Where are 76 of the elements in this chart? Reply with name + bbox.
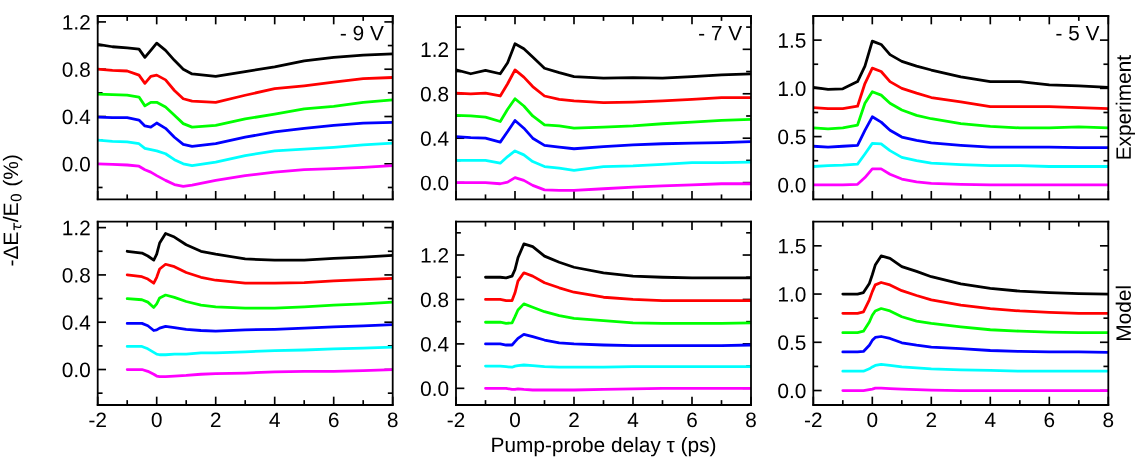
y-tick-label: 0.4 (420, 131, 449, 146)
annotation: - 7 V (699, 25, 743, 41)
line-series (97, 115, 393, 148)
x-tick-label: 2 (569, 412, 579, 428)
line-series (813, 167, 1109, 187)
line-series (97, 67, 393, 104)
x-tick-label: 0 (867, 412, 878, 428)
y-tick-label: 1.2 (63, 14, 90, 30)
line-series (484, 271, 751, 302)
x-tick-label: 0 (510, 412, 520, 428)
x-tick-label: 4 (984, 412, 996, 428)
y-tick-label: 0.0 (420, 381, 449, 397)
line-series (813, 141, 1109, 168)
y-tick-label: 0.4 (62, 315, 91, 330)
line-series (484, 333, 751, 347)
line-series (125, 293, 393, 310)
line-series (813, 115, 1109, 150)
line-series (841, 307, 1109, 335)
y-tick-label: 1.5 (778, 239, 806, 254)
y-tick-label: 1.5 (778, 33, 806, 48)
y-tick-label: 0.8 (62, 267, 90, 283)
y-tick-label: 0.0 (778, 177, 806, 193)
x-tick-label: -2 (89, 412, 106, 428)
x-tick-label: 6 (1044, 412, 1055, 428)
line-series (125, 345, 393, 357)
x-tick-label: 4 (269, 412, 280, 428)
y-tick-label: 0.0 (778, 383, 806, 399)
x-tick-label: 2 (926, 412, 937, 428)
x-tick-label: -2 (804, 412, 822, 428)
line-series (125, 322, 393, 333)
line-series (97, 92, 393, 129)
x-tick-label: 4 (627, 412, 639, 428)
line-series (125, 368, 393, 379)
line-series (456, 68, 751, 105)
y-tick-label: 0.8 (420, 86, 449, 102)
y-tick-label: 1.0 (778, 81, 806, 97)
line-series (97, 162, 393, 188)
y-axis-title: -ΔE$_{τ}$/E$_{0}$ (%) (2, 155, 23, 266)
y-tick-label: 0.0 (62, 156, 90, 172)
line-series (841, 335, 1109, 354)
line-series (841, 281, 1109, 315)
line-series (97, 138, 393, 167)
x-tick-label: 0 (151, 412, 162, 428)
x-tick-label: -2 (447, 412, 465, 428)
y2-axis-title: Experiment (1115, 55, 1135, 159)
line-series (841, 363, 1109, 373)
y-tick-label: 1.2 (421, 42, 449, 57)
y-tick-label: 1.2 (421, 248, 449, 263)
y-tick-label: 0.5 (778, 129, 806, 145)
x-tick-label: 8 (387, 412, 398, 428)
line-series (813, 66, 1109, 110)
line-series (456, 149, 751, 172)
line-series (125, 262, 393, 285)
y-tick-label: 0.0 (62, 362, 90, 378)
line-series (456, 176, 751, 192)
line-series (456, 119, 751, 151)
y-tick-label: 1.2 (63, 220, 90, 236)
x-tick-label: 8 (746, 412, 756, 428)
y-tick-label: 0.4 (420, 336, 449, 352)
y-tick-label: 1.0 (778, 287, 806, 302)
y2-axis-title: Model (1115, 286, 1131, 341)
y-tick-label: 0.4 (62, 109, 91, 125)
line-series (484, 302, 751, 325)
annotation: - 5 V (1056, 25, 1100, 41)
x-axis-title: Pump-probe delay τ (ps) (492, 436, 716, 457)
x-tick-label: 8 (1103, 412, 1114, 428)
line-series (456, 97, 751, 130)
x-tick-label: 2 (210, 412, 221, 428)
y-tick-label: 0.5 (778, 335, 806, 351)
line-series (813, 90, 1109, 131)
y-tick-label: 0.8 (62, 62, 90, 77)
y-tick-label: 0.8 (420, 292, 449, 308)
x-tick-label: 6 (328, 412, 339, 428)
x-tick-label: 6 (687, 412, 697, 428)
y-tick-label: 0.0 (420, 175, 449, 191)
annotation: - 9 V (340, 25, 384, 41)
